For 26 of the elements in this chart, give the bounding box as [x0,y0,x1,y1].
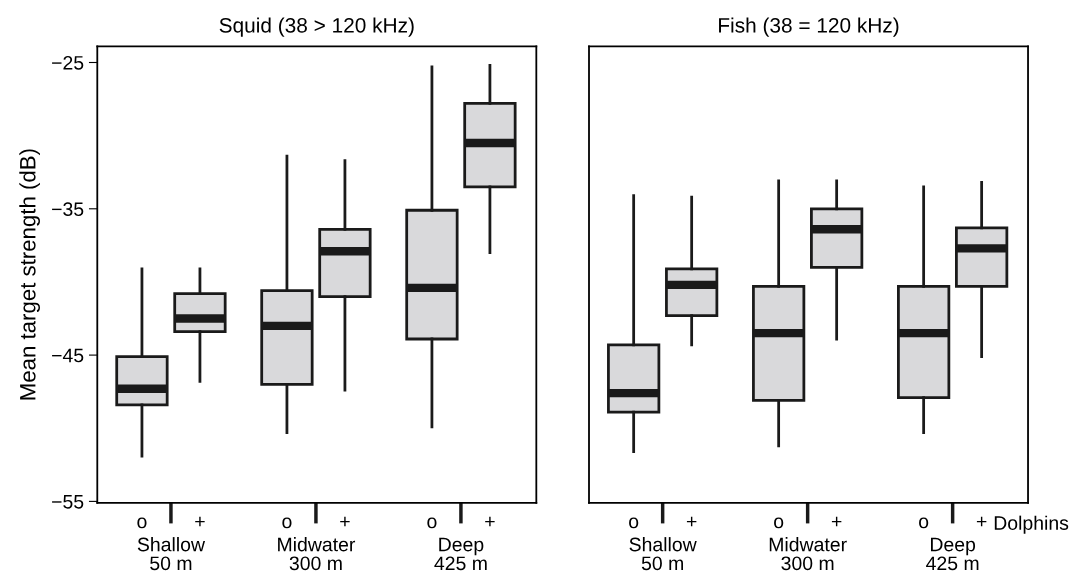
text: Deep 425 m [434,537,487,571]
x-tick-label: + [976,516,987,527]
y-tick-label: −55 [52,495,84,509]
text: Shallow 50 m [629,537,697,571]
chart-title: Squid (38 > 120 kHz) [219,17,414,37]
y-tick-label: −35 [52,202,84,217]
text: Midwater 300 m [769,537,847,571]
x-tick-label: o [774,517,784,529]
x-tick-label: o [919,517,929,529]
text: Deep 425 m [926,537,979,571]
x-tick-label: + [686,516,697,527]
x-tick-label: o [427,517,437,529]
y-tick-label: −25 [52,55,84,70]
text: Midwater 300 m [278,537,356,571]
chart-title: Fish (38 = 120 kHz) [719,17,899,37]
y-tick-label: −45 [52,348,84,363]
x-tick-label: o [282,517,292,529]
x-tick-label: + [340,516,350,527]
x-tick-label: o [137,517,147,529]
x-tick-label: + [195,516,205,527]
x-tick-label: + [831,516,842,527]
x-tick-label: + [485,516,495,527]
text: Dolphins [994,515,1069,534]
y-axis-title: Mean target strength (dB) [19,149,40,400]
text: Shallow 50 m [137,537,206,571]
x-tick-label: o [629,517,639,529]
